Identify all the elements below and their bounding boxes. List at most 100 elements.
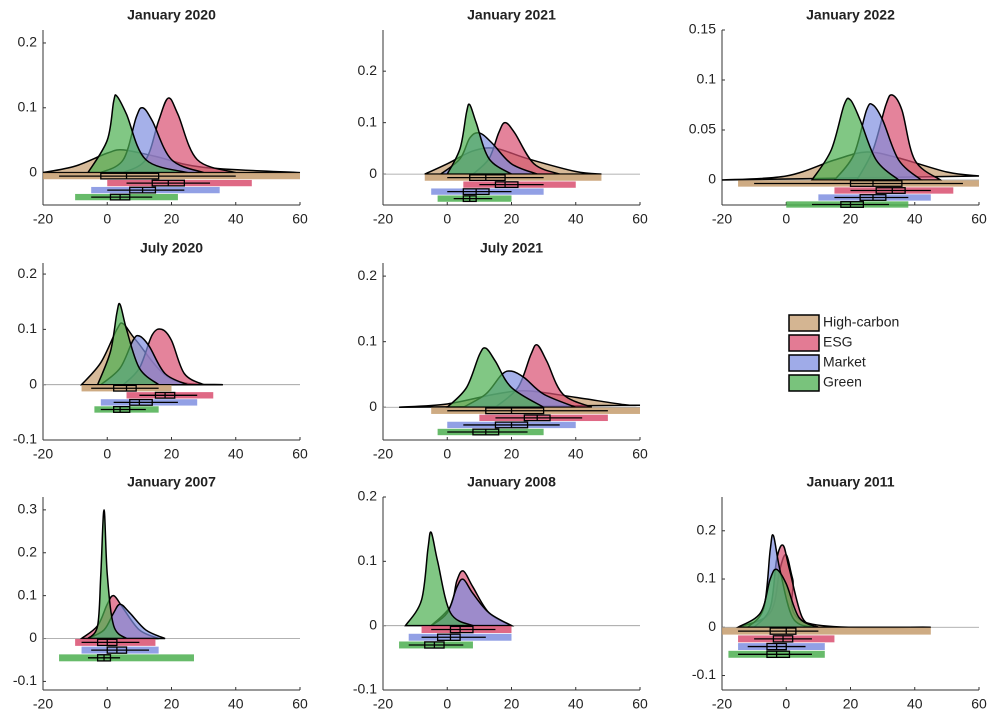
series — [810, 97, 901, 181]
density — [86, 94, 188, 174]
box-iqr — [766, 650, 791, 659]
density — [96, 302, 161, 386]
y-tick-label: -0.1 — [13, 672, 37, 688]
x-tick-label: 40 — [907, 696, 923, 712]
x-tick-label: 60 — [632, 211, 648, 227]
y-tick-label: 0.2 — [358, 488, 378, 504]
x-tick-label: 40 — [228, 446, 244, 462]
y-tick-label: -0.1 — [13, 431, 37, 447]
y-tick-label: 0 — [369, 165, 377, 181]
x-tick-label: 40 — [568, 696, 584, 712]
box-iqr — [849, 180, 903, 187]
x-tick-label: 0 — [782, 211, 790, 227]
y-tick-label: 0.1 — [697, 71, 717, 87]
y-tick-label: 0 — [369, 398, 377, 414]
density — [445, 347, 547, 408]
box-iqr — [436, 633, 461, 641]
series — [86, 509, 129, 640]
x-tick-label: -20 — [373, 446, 393, 462]
y-tick-label: 0.1 — [697, 570, 717, 586]
panel-title: January 2020 — [127, 7, 216, 23]
x-tick-label: 0 — [103, 446, 111, 462]
box-iqr — [469, 174, 506, 182]
legend-label: Market — [823, 354, 866, 370]
box-iqr — [494, 181, 519, 189]
y-tick-label: 0.2 — [358, 267, 378, 283]
x-tick-label: -20 — [712, 696, 732, 712]
x-tick-label: 60 — [971, 696, 987, 712]
x-tick-label: 40 — [907, 211, 923, 227]
box-iqr — [840, 201, 864, 208]
density — [735, 568, 819, 629]
x-tick-label: -20 — [33, 211, 53, 227]
y-tick-label: 0.2 — [18, 265, 38, 281]
panel-title: January 2022 — [806, 7, 895, 23]
y-tick-label: 0 — [708, 618, 716, 634]
x-tick-label: -20 — [373, 211, 393, 227]
x-tick-label: 20 — [164, 211, 180, 227]
legend-label: Green — [823, 374, 862, 390]
x-tick-label: 60 — [292, 211, 308, 227]
y-tick-label: 0.1 — [358, 113, 378, 129]
series — [445, 347, 547, 408]
y-tick-label: 0.2 — [18, 34, 38, 50]
x-tick-label: 60 — [632, 446, 648, 462]
density — [810, 97, 901, 181]
density — [404, 531, 476, 627]
x-tick-label: 0 — [103, 211, 111, 227]
panel: January 2008 -20 0 20 40 60 -0.1 0 0.1 0.2 — [353, 474, 648, 712]
x-tick-label: 20 — [504, 446, 520, 462]
x-tick-label: 0 — [443, 211, 451, 227]
legend-swatch — [788, 314, 820, 332]
raw-range — [722, 627, 931, 635]
x-tick-label: 20 — [504, 211, 520, 227]
y-tick-label: 0.2 — [18, 543, 38, 559]
box-iqr — [769, 627, 797, 635]
panel-title: July 2021 — [480, 240, 543, 256]
legend-label: High-carbon — [823, 314, 899, 330]
box-iqr — [449, 625, 474, 634]
y-tick-label: 0.05 — [689, 121, 716, 137]
y-tick-label: 0.1 — [358, 332, 378, 348]
y-tick-label: 0.1 — [18, 98, 38, 114]
box-iqr — [100, 172, 160, 180]
legend-swatch — [788, 354, 820, 372]
panel: January 2022 -20 0 20 40 60 0 0.05 0.1 0.15 — [689, 7, 987, 227]
density — [446, 103, 514, 175]
y-tick-label: 0.2 — [358, 62, 378, 78]
y-tick-label: 0.2 — [697, 521, 717, 537]
legend: High-carbon ESG Market Green — [788, 314, 899, 392]
legend-swatch — [788, 334, 820, 352]
x-tick-label: 40 — [228, 696, 244, 712]
x-tick-label: 60 — [632, 696, 648, 712]
x-tick-label: -20 — [373, 696, 393, 712]
y-tick-label: 0.1 — [18, 320, 38, 336]
box-iqr — [113, 405, 131, 413]
x-tick-label: 0 — [103, 696, 111, 712]
series — [86, 94, 188, 174]
x-tick-label: -20 — [33, 446, 53, 462]
series — [735, 568, 819, 629]
panel: January 2021 -20 0 20 40 60 0 0.1 0.2 — [358, 7, 648, 227]
panel: January 2020 -20 0 20 40 60 0 0.1 0.2 — [18, 7, 308, 227]
series — [446, 103, 514, 175]
x-tick-label: 20 — [164, 696, 180, 712]
panel: January 2007 -20 0 20 40 60 -0.1 0 0.1 0.2 0.3 — [13, 474, 308, 712]
box-iqr — [129, 398, 153, 406]
x-tick-label: 40 — [228, 211, 244, 227]
y-tick-label: -0.1 — [692, 666, 716, 682]
series — [404, 531, 476, 627]
x-tick-label: -20 — [33, 696, 53, 712]
x-tick-label: 0 — [443, 696, 451, 712]
y-tick-label: 0.15 — [689, 21, 716, 37]
y-tick-label: 0.1 — [18, 586, 38, 602]
x-tick-label: -20 — [712, 211, 732, 227]
x-tick-label: 20 — [843, 696, 859, 712]
y-tick-label: 0 — [29, 629, 37, 645]
panel-title: January 2021 — [467, 7, 556, 23]
legend-swatch — [788, 374, 820, 392]
raw-range — [59, 654, 194, 662]
x-tick-label: 60 — [971, 211, 987, 227]
x-tick-label: 20 — [164, 446, 180, 462]
